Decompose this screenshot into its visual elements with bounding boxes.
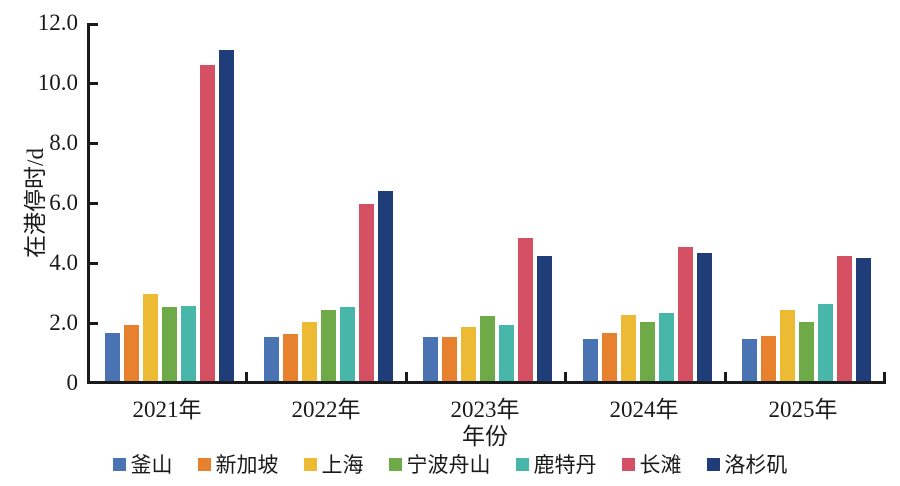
bar bbox=[321, 310, 337, 382]
x-tick-label: 2022年 bbox=[291, 397, 361, 422]
legend-label: 新加坡 bbox=[215, 453, 279, 477]
legend-swatch bbox=[112, 457, 126, 471]
bar bbox=[378, 190, 394, 382]
bar bbox=[162, 307, 178, 382]
bar-group bbox=[90, 23, 249, 382]
legend-label: 釜山 bbox=[130, 453, 173, 477]
bar bbox=[582, 338, 598, 382]
bar bbox=[658, 313, 674, 382]
y-tick-label: 6.0 bbox=[49, 190, 78, 215]
bar bbox=[359, 204, 375, 382]
y-tick-label: 10.0 bbox=[37, 70, 78, 95]
legend-item: 宁波舟山 bbox=[388, 449, 491, 479]
legend-item: 洛杉矶 bbox=[706, 449, 788, 479]
bar bbox=[518, 238, 534, 382]
legend-swatch bbox=[621, 457, 635, 471]
y-tick-label: 2.0 bbox=[49, 310, 78, 335]
legend-swatch bbox=[388, 457, 402, 471]
legend-item: 上海 bbox=[303, 449, 364, 479]
y-tick-mark bbox=[90, 262, 98, 265]
bar bbox=[499, 325, 515, 382]
y-tick-mark bbox=[90, 202, 98, 205]
bar bbox=[143, 293, 159, 382]
x-axis-line bbox=[87, 381, 886, 384]
bar-group bbox=[408, 23, 567, 382]
bar bbox=[480, 316, 496, 382]
y-tick-label: 12.0 bbox=[37, 10, 78, 35]
legend-item: 鹿特丹 bbox=[515, 449, 597, 479]
legend-item: 新加坡 bbox=[197, 449, 279, 479]
x-tick-mark bbox=[245, 372, 248, 381]
bar-group bbox=[249, 23, 408, 382]
bar bbox=[639, 322, 655, 382]
bar bbox=[760, 335, 776, 382]
x-tick-label: 2025年 bbox=[768, 397, 838, 422]
bar bbox=[283, 334, 299, 382]
legend: 釜山 新加坡 上海 宁波舟山 鹿特丹 长滩 洛杉矶 bbox=[0, 449, 900, 479]
x-tick-label: 2023年 bbox=[450, 397, 520, 422]
legend-swatch bbox=[197, 457, 211, 471]
bar bbox=[677, 247, 693, 382]
bar bbox=[124, 325, 140, 382]
bar-group bbox=[727, 23, 886, 382]
bar bbox=[601, 332, 617, 382]
x-tick-mark bbox=[564, 372, 567, 381]
legend-item: 釜山 bbox=[112, 449, 173, 479]
legend-swatch bbox=[515, 457, 529, 471]
legend-item: 长滩 bbox=[621, 449, 682, 479]
legend-label: 长滩 bbox=[639, 453, 682, 477]
bar bbox=[817, 304, 833, 382]
y-axis-line bbox=[87, 23, 90, 384]
x-tick-mark bbox=[883, 372, 886, 381]
bar bbox=[264, 337, 280, 382]
bar bbox=[461, 326, 477, 382]
bar bbox=[423, 337, 439, 382]
y-tick-label: 0 bbox=[66, 370, 79, 395]
y-tick-label: 8.0 bbox=[49, 130, 78, 155]
x-tick-label: 2021年 bbox=[132, 397, 202, 422]
bar bbox=[537, 256, 553, 382]
legend-swatch bbox=[706, 457, 720, 471]
bar bbox=[741, 338, 757, 382]
legend-swatch bbox=[303, 457, 317, 471]
plot-area bbox=[90, 23, 886, 382]
bar bbox=[855, 257, 871, 382]
bar bbox=[200, 64, 216, 382]
bar-group bbox=[568, 23, 727, 382]
legend-label: 洛杉矶 bbox=[724, 453, 788, 477]
bar bbox=[219, 49, 235, 382]
bar bbox=[620, 314, 636, 382]
bar bbox=[340, 307, 356, 382]
bar bbox=[181, 305, 197, 382]
y-tick-label: 4.0 bbox=[49, 250, 78, 275]
legend-label: 鹿特丹 bbox=[533, 453, 597, 477]
y-tick-mark bbox=[90, 322, 98, 325]
bar bbox=[779, 310, 795, 382]
y-tick-mark bbox=[90, 23, 98, 26]
y-tick-mark bbox=[90, 82, 98, 85]
legend-label: 宁波舟山 bbox=[406, 453, 491, 477]
bar bbox=[442, 337, 458, 382]
x-axis-title: 年份 bbox=[462, 424, 508, 449]
x-tick-mark bbox=[724, 372, 727, 381]
bar bbox=[302, 322, 318, 382]
bar bbox=[105, 332, 121, 382]
bar bbox=[696, 253, 712, 382]
x-tick-label: 2024年 bbox=[609, 397, 679, 422]
legend-label: 上海 bbox=[321, 453, 364, 477]
x-tick-mark bbox=[405, 372, 408, 381]
y-tick-mark bbox=[90, 142, 98, 145]
bar bbox=[798, 322, 814, 382]
bar bbox=[836, 256, 852, 382]
